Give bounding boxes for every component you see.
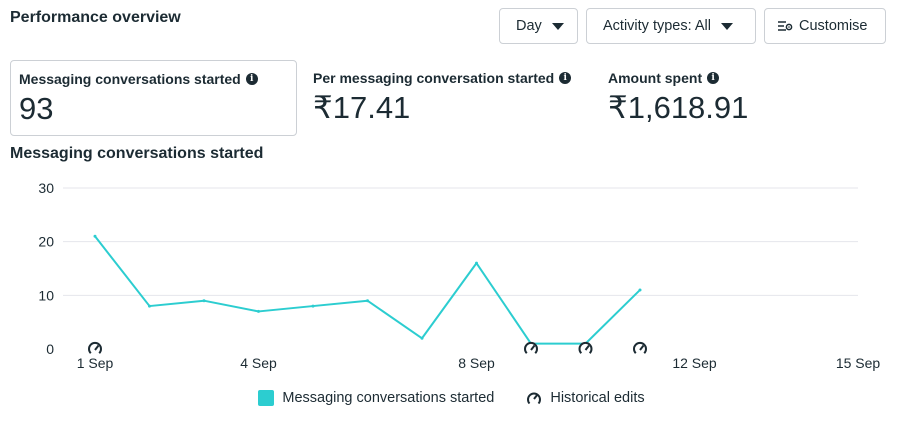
legend-label: Historical edits — [550, 390, 645, 406]
y-tick-label: 30 — [38, 180, 54, 196]
caret-down-icon — [551, 22, 564, 30]
y-tick-label: 10 — [38, 287, 54, 303]
data-point — [202, 299, 206, 303]
x-tick-label: 4 Sep — [240, 355, 277, 371]
info-icon[interactable]: i — [707, 72, 720, 84]
customise-icon — [778, 21, 793, 31]
gauge-icon — [527, 392, 542, 405]
data-point — [366, 299, 369, 303]
metric-value: ₹1,618.91 — [608, 90, 749, 125]
data-point — [475, 261, 478, 265]
metric-value: ₹17.41 — [313, 90, 411, 125]
customise-button[interactable]: Customise — [764, 8, 886, 44]
historical-edit-marker — [578, 341, 593, 356]
customise-label: Customise — [799, 18, 868, 34]
x-tick-label: 8 Sep — [458, 355, 495, 371]
metric-label-row: Messaging conversations started i — [19, 71, 288, 87]
data-point — [638, 288, 642, 292]
metric-label: Messaging conversations started — [19, 71, 241, 87]
legend-item-conversations[interactable]: Messaging conversations started — [258, 390, 494, 406]
data-point — [420, 336, 424, 340]
legend-label: Messaging conversations started — [282, 390, 495, 406]
data-point — [311, 304, 315, 308]
metric-label: Amount spent — [608, 70, 703, 86]
caret-down-icon — [720, 22, 733, 30]
metric-card-conversations[interactable]: Messaging conversations started i 93 — [10, 60, 297, 136]
page-title: Performance overview — [10, 9, 181, 26]
day-dropdown-label: Day — [516, 18, 542, 34]
data-point — [93, 234, 97, 238]
historical-edit-marker — [633, 341, 647, 356]
legend-swatch — [258, 390, 275, 406]
metric-label-row: Amount spent i — [608, 70, 872, 86]
data-point — [148, 304, 151, 308]
x-tick-label: 12 Sep — [672, 355, 717, 371]
x-tick-label: 1 Sep — [77, 355, 114, 371]
activity-types-label: Activity types: All — [603, 18, 711, 34]
data-point — [257, 309, 260, 313]
y-tick-label: 0 — [46, 341, 54, 357]
metric-value: 93 — [19, 91, 54, 126]
metric-card-amount-spent[interactable]: Amount spent i ₹1,618.91 — [600, 60, 880, 136]
series-line — [94, 235, 641, 345]
info-icon[interactable]: i — [245, 73, 258, 85]
metric-label: Per messaging conversation started — [313, 70, 555, 86]
y-tick-label: 20 — [38, 234, 54, 250]
x-tick-label: 15 Sep — [836, 355, 881, 371]
chart-title: Messaging conversations started — [10, 145, 264, 162]
historical-edit-marker — [88, 341, 102, 356]
historical-edit-marker — [524, 341, 538, 356]
legend-item-historical-edits[interactable]: Historical edits — [526, 390, 645, 406]
day-dropdown[interactable]: Day — [499, 8, 578, 44]
metric-card-cost-per-conversation[interactable]: Per messaging conversation started i ₹17… — [305, 60, 585, 136]
info-icon[interactable]: i — [559, 72, 572, 84]
chart-legend: Messaging conversations started Historic… — [0, 390, 903, 406]
activity-types-dropdown[interactable]: Activity types: All — [586, 8, 756, 44]
metric-label-row: Per messaging conversation started i — [313, 70, 577, 86]
